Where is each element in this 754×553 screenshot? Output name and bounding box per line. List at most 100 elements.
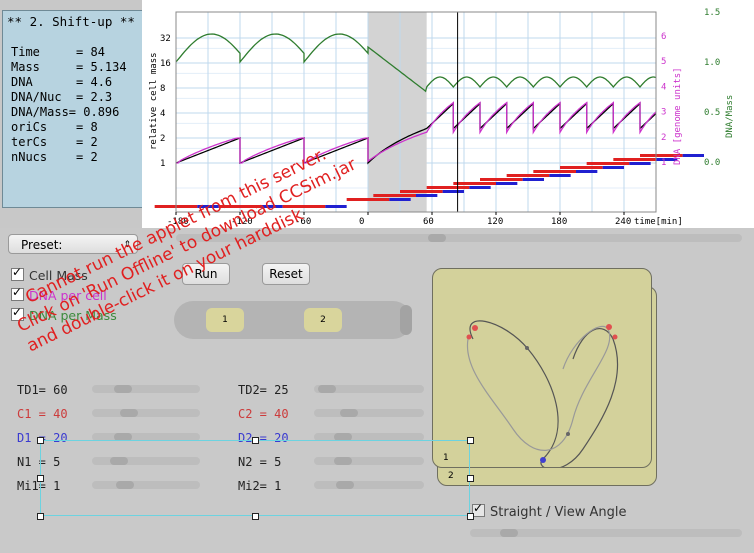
oric-dot xyxy=(606,324,612,330)
replication-bar xyxy=(586,162,630,165)
slider-c2[interactable] xyxy=(314,409,424,417)
slider-d2[interactable] xyxy=(314,433,424,441)
y-right1-tick-label: 5 xyxy=(661,57,666,67)
replication-bar xyxy=(325,205,347,208)
param-td1: TD1= 60 xyxy=(17,383,68,397)
info-time: Time = 84 xyxy=(11,45,105,59)
fork-dot xyxy=(566,432,570,436)
replication-bar xyxy=(442,190,464,193)
cell-cycle-chart: -180 -120 -60 0 60 120 180 240 time[min] 321684… xyxy=(149,8,735,227)
oric-dot xyxy=(472,325,478,331)
slider-c1-thumb[interactable] xyxy=(120,409,138,417)
y-right1-tick-label: 4 xyxy=(661,82,666,92)
checkbox-dna-per-cell[interactable]: DNA per cell xyxy=(11,285,107,303)
time-scroll-thumb[interactable] xyxy=(428,234,446,242)
preset-select[interactable]: Preset: ⇕ xyxy=(8,234,138,254)
slider-d1-thumb[interactable] xyxy=(114,433,132,441)
slider-d2-thumb[interactable] xyxy=(334,433,352,441)
param-c2: C2 = 40 xyxy=(238,407,289,421)
checkbox-straight[interactable]: Straight / View Angle xyxy=(472,501,627,520)
slider-c1[interactable] xyxy=(92,409,200,417)
y-right1-tick-label: 6 xyxy=(661,32,666,42)
y-right2-ticks: 1.5 1.0 0.5 0.0 xyxy=(704,8,720,168)
param-d1: D1 = 20 xyxy=(17,431,68,445)
replication-bar xyxy=(682,154,704,157)
param-n1: N1 = 5 xyxy=(17,455,61,469)
oric-dot xyxy=(466,334,472,340)
y-left-tick-label: 4 xyxy=(160,109,165,119)
slider-n2-thumb[interactable] xyxy=(334,457,352,465)
time-scrollbar[interactable] xyxy=(176,234,742,242)
param-mi1: Mi1= 1 xyxy=(17,479,61,493)
replication-bar xyxy=(522,178,544,181)
slider-mi2[interactable] xyxy=(314,481,424,489)
replication-bar xyxy=(282,205,326,208)
fork-dot xyxy=(525,346,529,350)
dna-per-mass-line xyxy=(175,33,657,93)
x-tick-label: -120 xyxy=(231,217,253,227)
info-mass: Mass = 5.134 xyxy=(11,60,127,74)
replication-bar xyxy=(197,205,219,208)
chart-grid-vertical xyxy=(175,12,657,212)
checkbox-cell-mass-label: Cell Mass xyxy=(29,268,88,283)
chart-area: -180 -120 -60 0 60 120 180 240 time[min] 32 16 8 4… xyxy=(142,0,754,228)
replication-bar xyxy=(576,170,598,173)
plot-frame xyxy=(175,11,657,213)
info-terc: terCs = 2 xyxy=(11,135,98,149)
slider-n1[interactable] xyxy=(92,457,200,465)
view-angle-slider[interactable] xyxy=(470,529,742,537)
x-tick-label: 60 xyxy=(423,217,434,227)
check-icon[interactable] xyxy=(11,305,24,321)
replication-bar xyxy=(261,205,283,208)
info-dna-nuc: DNA/Nuc = 2.3 xyxy=(11,90,113,104)
slider-mi1[interactable] xyxy=(92,481,200,489)
slider-n1-thumb[interactable] xyxy=(110,457,128,465)
x-tick-label: 180 xyxy=(551,217,567,227)
dna-per-cell-line xyxy=(176,101,657,164)
slider-td1-thumb[interactable] xyxy=(114,385,132,393)
check-icon[interactable] xyxy=(11,285,24,301)
replication-bar xyxy=(416,194,438,197)
chromosome-strand-2 xyxy=(466,325,611,451)
checkbox-dna-per-mass-label: DNA per Mass xyxy=(29,308,117,323)
slider-td2-thumb[interactable] xyxy=(318,385,336,393)
x-tick-label: -180 xyxy=(167,217,189,227)
run-button[interactable]: Run xyxy=(182,263,230,285)
slider-mi2-thumb[interactable] xyxy=(336,481,354,489)
toggle-1[interactable]: 1 xyxy=(206,308,244,332)
y-right2-tick-label: 0.0 xyxy=(704,158,720,168)
replication-bar xyxy=(469,186,491,189)
slider-c2-thumb[interactable] xyxy=(340,409,358,417)
y-left-tick-label: 32 xyxy=(160,34,171,44)
replication-bar xyxy=(602,166,624,169)
slider-n2[interactable] xyxy=(314,457,424,465)
y-right1-tick-label: 2 xyxy=(661,133,666,143)
check-icon[interactable] xyxy=(11,265,24,281)
mode-toggle[interactable]: 1 2 xyxy=(174,301,412,339)
slider-td1[interactable] xyxy=(92,385,200,393)
replication-bar xyxy=(426,186,470,189)
slider-td2[interactable] xyxy=(314,385,424,393)
y-right2-label: DNA/Mass xyxy=(725,95,735,138)
param-n2: N2 = 5 xyxy=(238,455,282,469)
cell-card-1[interactable]: 1 xyxy=(432,268,652,468)
slider-d1[interactable] xyxy=(92,433,200,441)
cell-card-1-label: 1 xyxy=(443,453,449,463)
replication-bar xyxy=(400,190,443,193)
slider-mi1-thumb[interactable] xyxy=(116,481,134,489)
y-left-ticks: 32 16 8 4 2 1 xyxy=(160,34,171,169)
y-right2-tick-label: 1.5 xyxy=(704,8,720,18)
checkbox-dna-per-mass[interactable]: DNA per Mass xyxy=(11,305,117,323)
checkbox-cell-mass[interactable]: Cell Mass xyxy=(11,265,88,283)
y-right1-tick-label: 3 xyxy=(661,108,666,118)
info-panel: ** 2. Shift-up ** Time = 84 Mass = 5.134… xyxy=(2,10,168,208)
y-right1-tick-label: 1 xyxy=(661,158,666,168)
toggle-2[interactable]: 2 xyxy=(304,308,342,332)
param-mi2: Mi2= 1 xyxy=(238,479,282,493)
checkbox-empty-icon[interactable] xyxy=(472,501,485,517)
replication-bar xyxy=(560,166,603,169)
view-angle-thumb[interactable] xyxy=(500,529,518,537)
y-right2-tick-label: 0.5 xyxy=(704,108,720,118)
checkbox-straight-label: Straight / View Angle xyxy=(490,505,627,520)
reset-button[interactable]: Reset xyxy=(262,263,310,285)
